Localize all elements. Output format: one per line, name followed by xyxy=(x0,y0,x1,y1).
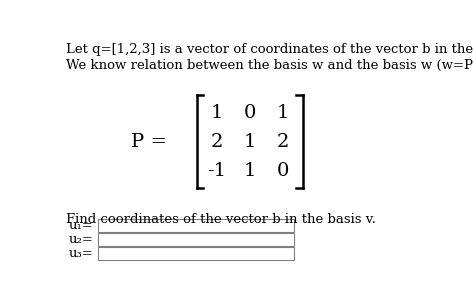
Bar xyxy=(97,219,294,232)
Text: u₁=: u₁= xyxy=(69,219,94,232)
Text: 0: 0 xyxy=(244,104,256,122)
Bar xyxy=(97,247,294,260)
Text: 2: 2 xyxy=(210,132,223,150)
Text: Let q=[1,2,3] is a vector of coordinates of the vector b in the basis w.: Let q=[1,2,3] is a vector of coordinates… xyxy=(66,43,473,56)
Bar xyxy=(97,233,294,246)
Text: 1: 1 xyxy=(244,162,256,180)
Text: -1: -1 xyxy=(207,162,226,180)
Text: P =: P = xyxy=(131,132,167,150)
Text: Find coordinates of the vector b in the basis v.: Find coordinates of the vector b in the … xyxy=(66,213,377,226)
Text: 1: 1 xyxy=(244,132,256,150)
Text: u₃=: u₃= xyxy=(69,247,94,260)
Text: We know relation between the basis w and the basis w (w=Pv): We know relation between the basis w and… xyxy=(66,59,473,72)
Text: 2: 2 xyxy=(277,132,289,150)
Text: 1: 1 xyxy=(277,104,289,122)
Text: u₂=: u₂= xyxy=(69,233,94,246)
Text: 1: 1 xyxy=(210,104,223,122)
Text: 0: 0 xyxy=(277,162,289,180)
